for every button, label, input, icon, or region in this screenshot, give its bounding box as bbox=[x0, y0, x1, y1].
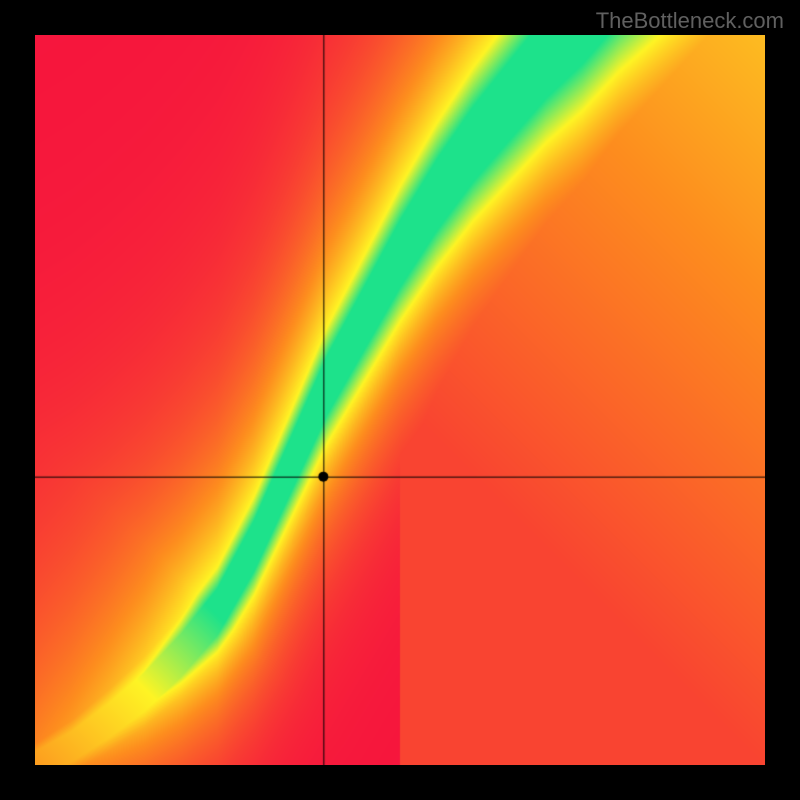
heatmap-canvas bbox=[35, 35, 765, 765]
chart-container: TheBottleneck.com bbox=[0, 0, 800, 800]
plot-area bbox=[35, 35, 765, 765]
watermark-text: TheBottleneck.com bbox=[596, 8, 784, 34]
